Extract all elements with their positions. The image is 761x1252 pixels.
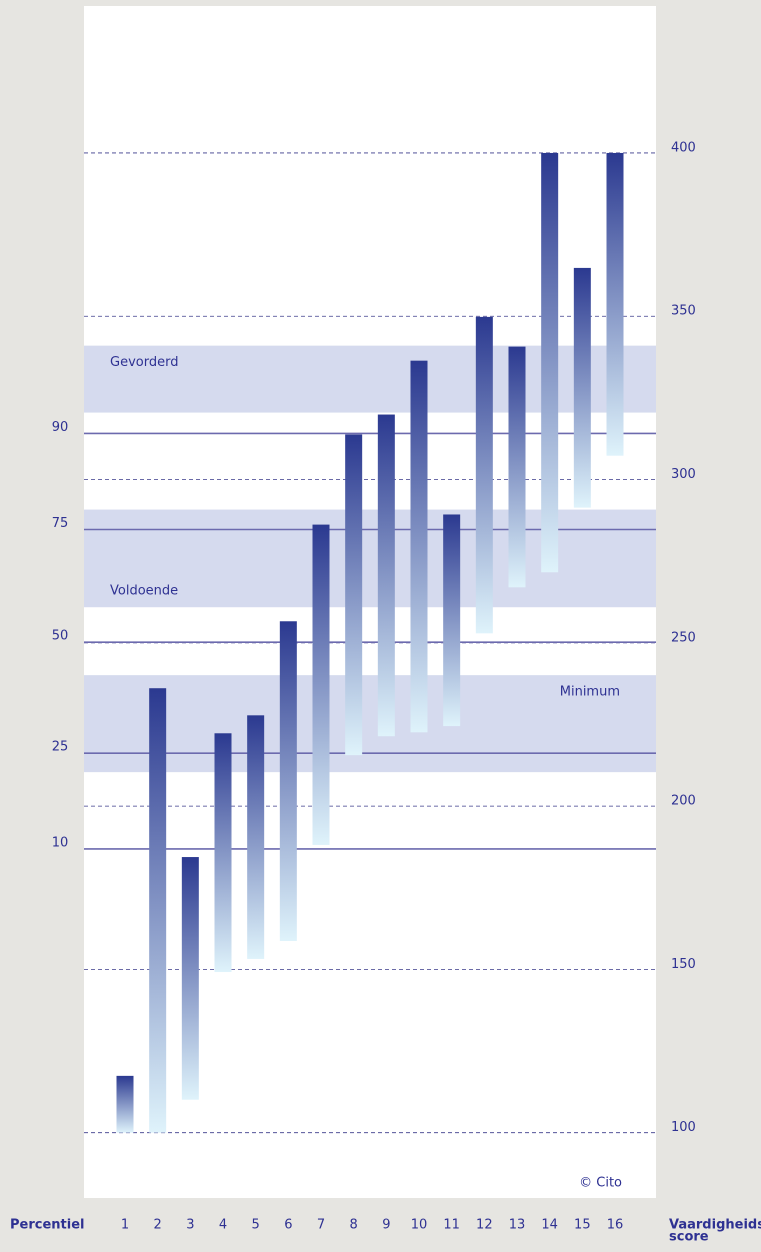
x-tick-label: 12 bbox=[476, 1218, 493, 1233]
y-tick-label: 100 bbox=[671, 1120, 696, 1135]
range-bar bbox=[181, 857, 199, 1100]
range-bar bbox=[443, 514, 461, 727]
x-tick-label: 4 bbox=[219, 1218, 227, 1233]
x-tick-label: 13 bbox=[509, 1218, 526, 1233]
x-axis-label: Percentiel bbox=[10, 1218, 84, 1233]
band-label: Gevorderd bbox=[110, 355, 178, 370]
y-tick-label: 300 bbox=[671, 467, 696, 482]
percentile-label: 75 bbox=[52, 516, 69, 531]
range-bar bbox=[606, 152, 624, 456]
range-bar bbox=[345, 434, 363, 756]
range-bar bbox=[247, 715, 265, 959]
y-axis-label: score bbox=[669, 1230, 709, 1245]
band bbox=[84, 345, 656, 413]
range-bar bbox=[475, 316, 493, 634]
y-tick-label: 150 bbox=[671, 957, 696, 972]
x-tick-label: 1 bbox=[121, 1218, 129, 1233]
x-tick-label: 11 bbox=[443, 1218, 460, 1233]
range-bar bbox=[377, 414, 395, 737]
band-label: Minimum bbox=[560, 685, 620, 700]
range-bar bbox=[410, 360, 428, 733]
y-tick-label: 400 bbox=[671, 140, 696, 155]
percentile-label: 50 bbox=[52, 629, 69, 644]
x-tick-label: 9 bbox=[382, 1218, 390, 1233]
x-tick-label: 5 bbox=[252, 1218, 260, 1233]
x-tick-label: 10 bbox=[411, 1218, 428, 1233]
percentile-label: 90 bbox=[52, 420, 69, 435]
y-tick-label: 350 bbox=[671, 304, 696, 319]
range-bar bbox=[573, 267, 591, 508]
x-tick-label: 14 bbox=[541, 1218, 558, 1233]
range-bar bbox=[116, 1075, 134, 1133]
x-tick-label: 3 bbox=[186, 1218, 194, 1233]
x-tick-label: 7 bbox=[317, 1218, 325, 1233]
x-tick-label: 16 bbox=[607, 1218, 624, 1233]
range-bar bbox=[214, 733, 232, 973]
band-label: Voldoende bbox=[110, 584, 178, 599]
x-tick-label: 15 bbox=[574, 1218, 591, 1233]
x-tick-label: 2 bbox=[154, 1218, 162, 1233]
range-bar bbox=[149, 688, 167, 1133]
y-tick-label: 200 bbox=[671, 794, 696, 809]
range-bar bbox=[279, 621, 297, 941]
percentile-label: 10 bbox=[52, 835, 69, 850]
band bbox=[84, 509, 656, 608]
band bbox=[84, 675, 656, 773]
y-tick-label: 250 bbox=[671, 630, 696, 645]
x-tick-label: 8 bbox=[350, 1218, 358, 1233]
range-bar bbox=[508, 346, 526, 588]
copyright: © Cito bbox=[579, 1176, 622, 1191]
range-bar bbox=[541, 152, 559, 573]
y-axis-label: Vaardigheids- bbox=[669, 1218, 761, 1233]
percentile-label: 25 bbox=[52, 740, 69, 755]
range-bar bbox=[312, 524, 330, 845]
x-tick-label: 6 bbox=[284, 1218, 292, 1233]
